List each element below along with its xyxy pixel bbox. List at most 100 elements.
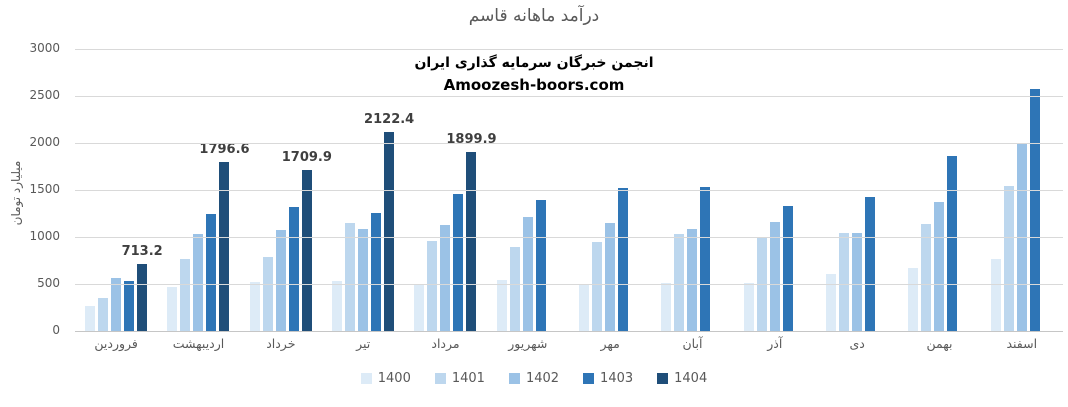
bar [124, 280, 135, 331]
bar-slot [687, 49, 698, 331]
bar-group [569, 49, 651, 331]
bar-slot [275, 49, 286, 331]
legend: 1400 1401 1402 1403 1404 [0, 371, 1068, 386]
bar-slot [852, 49, 863, 331]
bar [180, 258, 191, 331]
bar [358, 228, 369, 331]
bar-slot [839, 49, 850, 331]
bar [262, 256, 273, 331]
bar [990, 258, 1001, 331]
bar [921, 223, 932, 331]
bar [98, 297, 109, 331]
bar-slot [1003, 49, 1014, 331]
bar [466, 152, 477, 331]
x-axis-label: اردیبهشت [172, 336, 225, 351]
bar [579, 284, 590, 331]
bar-slot [345, 49, 356, 331]
bar-slot [618, 49, 629, 331]
bar [839, 233, 850, 331]
bar-slot: 1709.9 [282, 49, 332, 331]
bar-slot [700, 49, 711, 331]
bar-slot [934, 49, 945, 331]
bar [496, 279, 507, 331]
bar [826, 274, 837, 331]
y-tick-label: 2000 [29, 135, 60, 149]
bar [522, 217, 533, 331]
bar-slot [661, 49, 672, 331]
bar-slot [111, 49, 122, 331]
bar [535, 200, 546, 331]
x-axis-label: خرداد [266, 336, 296, 351]
bar-slot [865, 49, 876, 331]
bar-slot [206, 49, 217, 331]
bar [167, 286, 178, 331]
bar [288, 206, 299, 331]
bar [769, 222, 780, 331]
bar [592, 242, 603, 331]
bar-slot [427, 49, 438, 331]
bar [674, 234, 685, 331]
bar-slot [288, 49, 299, 331]
data-label: 2122.4 [364, 111, 415, 127]
bar-slot [743, 49, 754, 331]
bar [193, 234, 204, 331]
bar [137, 263, 148, 331]
bar [85, 306, 96, 331]
bar-slot: 713.2 [122, 49, 163, 331]
gridline [75, 284, 1063, 285]
bar [661, 282, 672, 331]
bar [427, 240, 438, 331]
legend-swatch [434, 373, 446, 384]
bar-group: 2122.4 [322, 49, 414, 331]
bar-slot [674, 49, 685, 331]
bar-slot [358, 49, 369, 331]
bar-slot [440, 49, 451, 331]
y-tick-label: 1000 [29, 229, 60, 243]
legend-item: 1402 [508, 371, 559, 386]
bar-slot [826, 49, 837, 331]
bar-slot [579, 49, 590, 331]
x-axis-label: فروردین [94, 336, 138, 351]
gridline [75, 49, 1063, 50]
bar [509, 247, 520, 331]
bar-slot [509, 49, 520, 331]
bar-slot [124, 49, 135, 331]
chart-title: درآمد ماهانه قاسم [468, 6, 600, 26]
bar [743, 283, 754, 331]
data-label: 1796.6 [199, 142, 250, 158]
bar [345, 222, 356, 331]
bar-group [487, 49, 569, 331]
bar-slot [535, 49, 546, 331]
bar-slot [947, 49, 958, 331]
bar-slot [167, 49, 178, 331]
legend-item: 1401 [434, 371, 485, 386]
bar-slot [180, 49, 191, 331]
data-label: 713.2 [121, 243, 163, 259]
bar-group: 713.2 [75, 49, 163, 331]
legend-swatch [583, 373, 595, 384]
legend-swatch [657, 373, 669, 384]
x-axis-label: تیر [356, 336, 371, 351]
legend-label: 1401 [451, 371, 485, 386]
bar [453, 193, 464, 331]
bar [618, 188, 629, 331]
bar-slot [908, 49, 919, 331]
y-tick-label: 1500 [29, 182, 60, 196]
bar [852, 232, 863, 331]
legend-label: 1404 [674, 371, 708, 386]
bar [301, 170, 312, 331]
bar [414, 284, 425, 331]
x-axis-label: آذر [767, 336, 783, 351]
bar [947, 155, 958, 331]
x-axis-label: آبان [682, 336, 703, 351]
bar-slot [332, 49, 343, 331]
data-label: 1709.9 [281, 150, 332, 166]
bar-slot [262, 49, 273, 331]
bar [249, 282, 260, 331]
bar [865, 196, 876, 331]
bar-slot [414, 49, 425, 331]
x-axis-label: بهمن [926, 336, 953, 351]
bar [1029, 89, 1040, 331]
bar-slot [249, 49, 260, 331]
